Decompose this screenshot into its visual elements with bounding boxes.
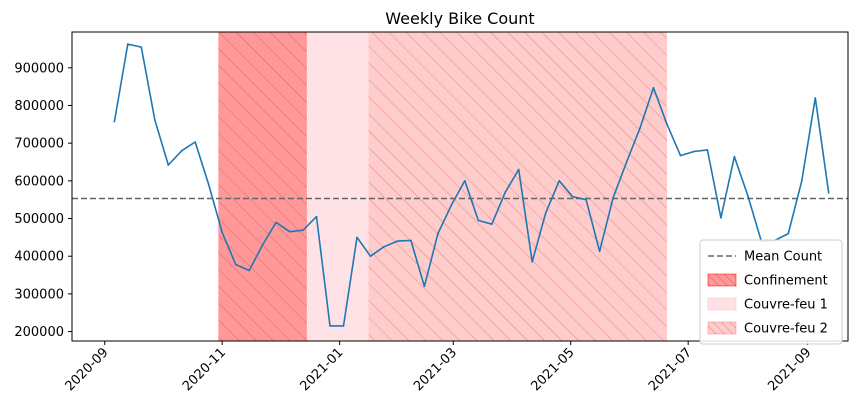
data-point [571,195,574,198]
series-layer [113,43,830,327]
y-tick-label: 700000 [14,137,64,152]
data-point [517,168,520,171]
data-point [720,216,722,219]
y-tick-label: 400000 [14,250,64,265]
y-tick-label: 500000 [14,212,64,227]
y-tick-label: 200000 [14,325,64,340]
data-point [625,161,628,163]
data-point [248,269,250,272]
data-point [504,191,507,193]
legend-label: Couvre-feu 2 [744,322,828,337]
shaded-period-hatch-3 [368,32,667,341]
data-point [666,123,668,126]
data-point [342,325,345,327]
data-point [598,250,601,253]
data-point [639,127,641,129]
x-tick-label: 2021-03 [411,345,460,394]
data-point [234,263,237,266]
data-point [464,180,466,182]
legend-label: Mean Count [744,250,822,265]
data-point [747,195,749,197]
x-tick-label: 2021-05 [529,345,578,394]
data-point [396,240,399,242]
data-point [302,229,304,232]
data-point [127,43,129,45]
data-point [679,154,682,157]
data-point [612,197,614,199]
data-point [383,245,385,248]
legend-swatch-hatch [708,322,736,334]
data-point [693,150,695,153]
data-point [733,155,736,158]
data-point [356,236,358,239]
data-point [261,244,264,246]
data-point [477,219,480,222]
series-line-1 [113,43,830,327]
legend-swatch-hatch [708,274,736,286]
data-point [652,86,655,89]
x-tick-label: 2021-01 [297,345,346,394]
shaded-periods [218,32,667,341]
chart-title: Weekly Bike Count [385,9,534,28]
data-point [558,180,560,182]
data-point [207,183,210,186]
x-axis: 2020-09 2020-11 2021-01 2021-03 2021-05 2021-… [63,341,814,394]
legend: Mean Count Confinement Couvre-feu 1 Couvre-… [699,239,843,345]
data-point [814,97,817,99]
data-point [288,230,291,233]
data-point [827,192,830,194]
legend-box [699,239,843,345]
shaded-period-hatch-1 [218,32,307,341]
x-tick-label: 2020-09 [63,345,112,394]
data-point [180,149,183,152]
legend-label: Couvre-feu 1 [744,298,828,313]
data-point [490,223,493,225]
data-point [315,215,318,218]
data-point [437,232,439,235]
plot-frame [71,31,849,342]
data-point [585,198,587,201]
data-point [423,285,426,288]
x-tick-label: 2021-09 [765,345,814,394]
data-point [410,239,412,242]
y-tick-label: 600000 [14,174,64,189]
legend-label: Confinement [744,274,828,289]
data-point [221,231,223,234]
data-point [544,212,547,214]
y-tick-label: 300000 [14,287,64,302]
data-point [167,164,170,166]
x-tick-label: 2020-11 [180,345,229,394]
y-axis: 200000 300000 400000 500000 600000 700000 8000… [14,61,72,340]
data-point [194,141,197,143]
data-point [153,119,156,121]
data-point [113,120,116,123]
data-point [706,149,709,151]
data-point [329,325,331,327]
y-tick-label: 900000 [14,61,64,76]
data-point [275,221,277,224]
legend-swatch [707,297,737,311]
shaded-period-2 [306,32,369,341]
data-point [450,204,453,207]
data-point [140,46,143,48]
data-point [369,255,372,258]
y-tick-label: 800000 [14,99,64,114]
x-tick-label: 2021-07 [646,345,695,394]
data-point [531,261,534,263]
data-point [787,232,790,235]
data-point [800,180,803,182]
